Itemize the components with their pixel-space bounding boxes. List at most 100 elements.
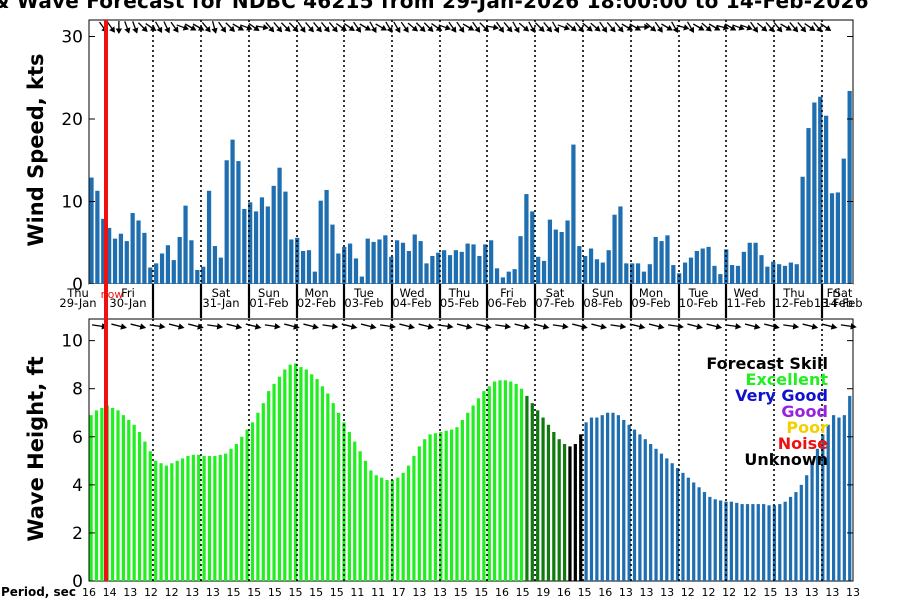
wind-direction-arrow bbox=[297, 21, 306, 33]
wind-arrow-head bbox=[115, 28, 123, 34]
wind-bar bbox=[653, 236, 658, 284]
wind-arrow-head bbox=[299, 26, 306, 33]
wind-bar bbox=[165, 245, 171, 284]
period-value: 13 bbox=[805, 586, 819, 599]
wave-bar bbox=[476, 398, 481, 581]
wind-bar bbox=[218, 257, 223, 284]
wind-bar bbox=[671, 265, 676, 284]
wind-arrow-head bbox=[237, 24, 245, 31]
wind-bar bbox=[447, 255, 453, 284]
day-of-week-label: Sat bbox=[546, 286, 565, 300]
wind-bar bbox=[565, 220, 570, 284]
wind-ytick-label: 20 bbox=[61, 110, 83, 130]
wave-bar bbox=[186, 456, 190, 581]
wave-bar bbox=[686, 477, 690, 581]
wind-direction-arrow bbox=[472, 21, 481, 33]
wave-bar bbox=[632, 429, 637, 581]
wind-direction-arrow bbox=[170, 21, 179, 33]
wave-bar bbox=[487, 386, 491, 581]
wind-bar bbox=[306, 250, 312, 284]
wave-arrow-head bbox=[850, 323, 857, 330]
wind-direction-arrow bbox=[621, 23, 634, 31]
wind-arrow-head bbox=[482, 25, 490, 32]
wind-bar bbox=[136, 220, 141, 284]
wind-arrow-head bbox=[761, 25, 768, 32]
period-value: 13 bbox=[846, 586, 860, 599]
wave-arrow-head bbox=[600, 323, 607, 330]
wave-direction-arrow bbox=[130, 323, 147, 330]
wave-arrow-head bbox=[216, 323, 224, 330]
wind-arrow-head bbox=[776, 26, 783, 33]
wind-bar bbox=[95, 190, 100, 284]
wind-arrow-head bbox=[688, 26, 695, 34]
wave-bar bbox=[234, 443, 238, 581]
wind-arrow-head bbox=[364, 24, 372, 31]
wind-bar bbox=[230, 139, 235, 284]
wind-bar bbox=[412, 234, 417, 284]
wind-bar bbox=[524, 194, 529, 284]
wind-direction-arrow bbox=[393, 21, 401, 34]
wave-arrow-head bbox=[657, 323, 665, 330]
wind-arrow-head bbox=[656, 26, 663, 33]
wave-bar bbox=[611, 412, 615, 581]
wind-arrow-head bbox=[634, 24, 641, 31]
wind-arrow-head bbox=[444, 24, 451, 31]
wind-bar bbox=[777, 264, 782, 284]
wind-direction-arrow bbox=[132, 21, 139, 34]
wave-arrow-head bbox=[715, 323, 723, 330]
wave-bar bbox=[805, 475, 809, 581]
wind-plot-frame bbox=[88, 19, 854, 285]
wind-arrow-head bbox=[182, 24, 189, 31]
wave-bar bbox=[482, 391, 486, 581]
wind-bar bbox=[224, 160, 229, 284]
wind-direction-arrow bbox=[716, 24, 730, 31]
wind-direction-arrow bbox=[385, 21, 393, 34]
wind-bar bbox=[641, 271, 647, 284]
day-of-week-label: Fri bbox=[121, 286, 135, 300]
wind-direction-arrow bbox=[456, 21, 465, 33]
period-value: 17 bbox=[392, 586, 406, 599]
wind-bar bbox=[824, 115, 829, 284]
wind-arrow-head bbox=[577, 26, 584, 33]
wave-direction-arrow bbox=[207, 323, 224, 330]
wave-bar bbox=[250, 422, 255, 581]
wave-bar bbox=[240, 436, 244, 581]
wave-bar bbox=[708, 496, 712, 581]
wind-arrow-head bbox=[467, 24, 475, 31]
wave-bar bbox=[175, 460, 179, 581]
wave-bar bbox=[794, 492, 798, 581]
period-value: 15 bbox=[309, 586, 323, 599]
wave-arrow-head bbox=[369, 323, 377, 330]
day-date-label: 09-Feb bbox=[631, 296, 670, 310]
day-of-week-label: Wed bbox=[399, 286, 424, 300]
period-value: 13 bbox=[123, 586, 137, 599]
wave-bar bbox=[148, 451, 152, 581]
wind-arrow-head bbox=[498, 26, 504, 33]
wind-direction-arrow bbox=[255, 24, 269, 31]
wind-bar bbox=[829, 193, 835, 284]
wave-direction-arrow bbox=[706, 323, 723, 330]
wave-bar bbox=[299, 367, 303, 581]
wave-bar bbox=[331, 403, 335, 581]
wave-bar bbox=[649, 443, 653, 581]
wind-direction-arrow bbox=[503, 21, 513, 33]
wind-ytick-label: 0 bbox=[72, 275, 83, 295]
wind-bar bbox=[647, 264, 652, 284]
period-value: 13 bbox=[619, 586, 633, 599]
wind-bar bbox=[89, 177, 94, 284]
day-date-label: 12-Feb bbox=[774, 296, 813, 310]
wind-bar bbox=[771, 261, 776, 284]
period-value: 12 bbox=[701, 586, 715, 599]
wave-ytick-label: 6 bbox=[72, 428, 83, 448]
wind-bar bbox=[665, 235, 670, 284]
wave-bar bbox=[519, 388, 524, 581]
wind-arrow-head bbox=[323, 26, 330, 33]
wave-arrow-head bbox=[735, 323, 742, 330]
legend-item: Unknown bbox=[744, 450, 828, 469]
wave-direction-arrow bbox=[591, 323, 607, 330]
wave-bar bbox=[837, 417, 841, 581]
wave-bar bbox=[606, 412, 610, 581]
wave-bar bbox=[358, 451, 362, 581]
wind-arrow-head bbox=[246, 24, 253, 31]
wind-direction-arrow bbox=[145, 23, 157, 32]
